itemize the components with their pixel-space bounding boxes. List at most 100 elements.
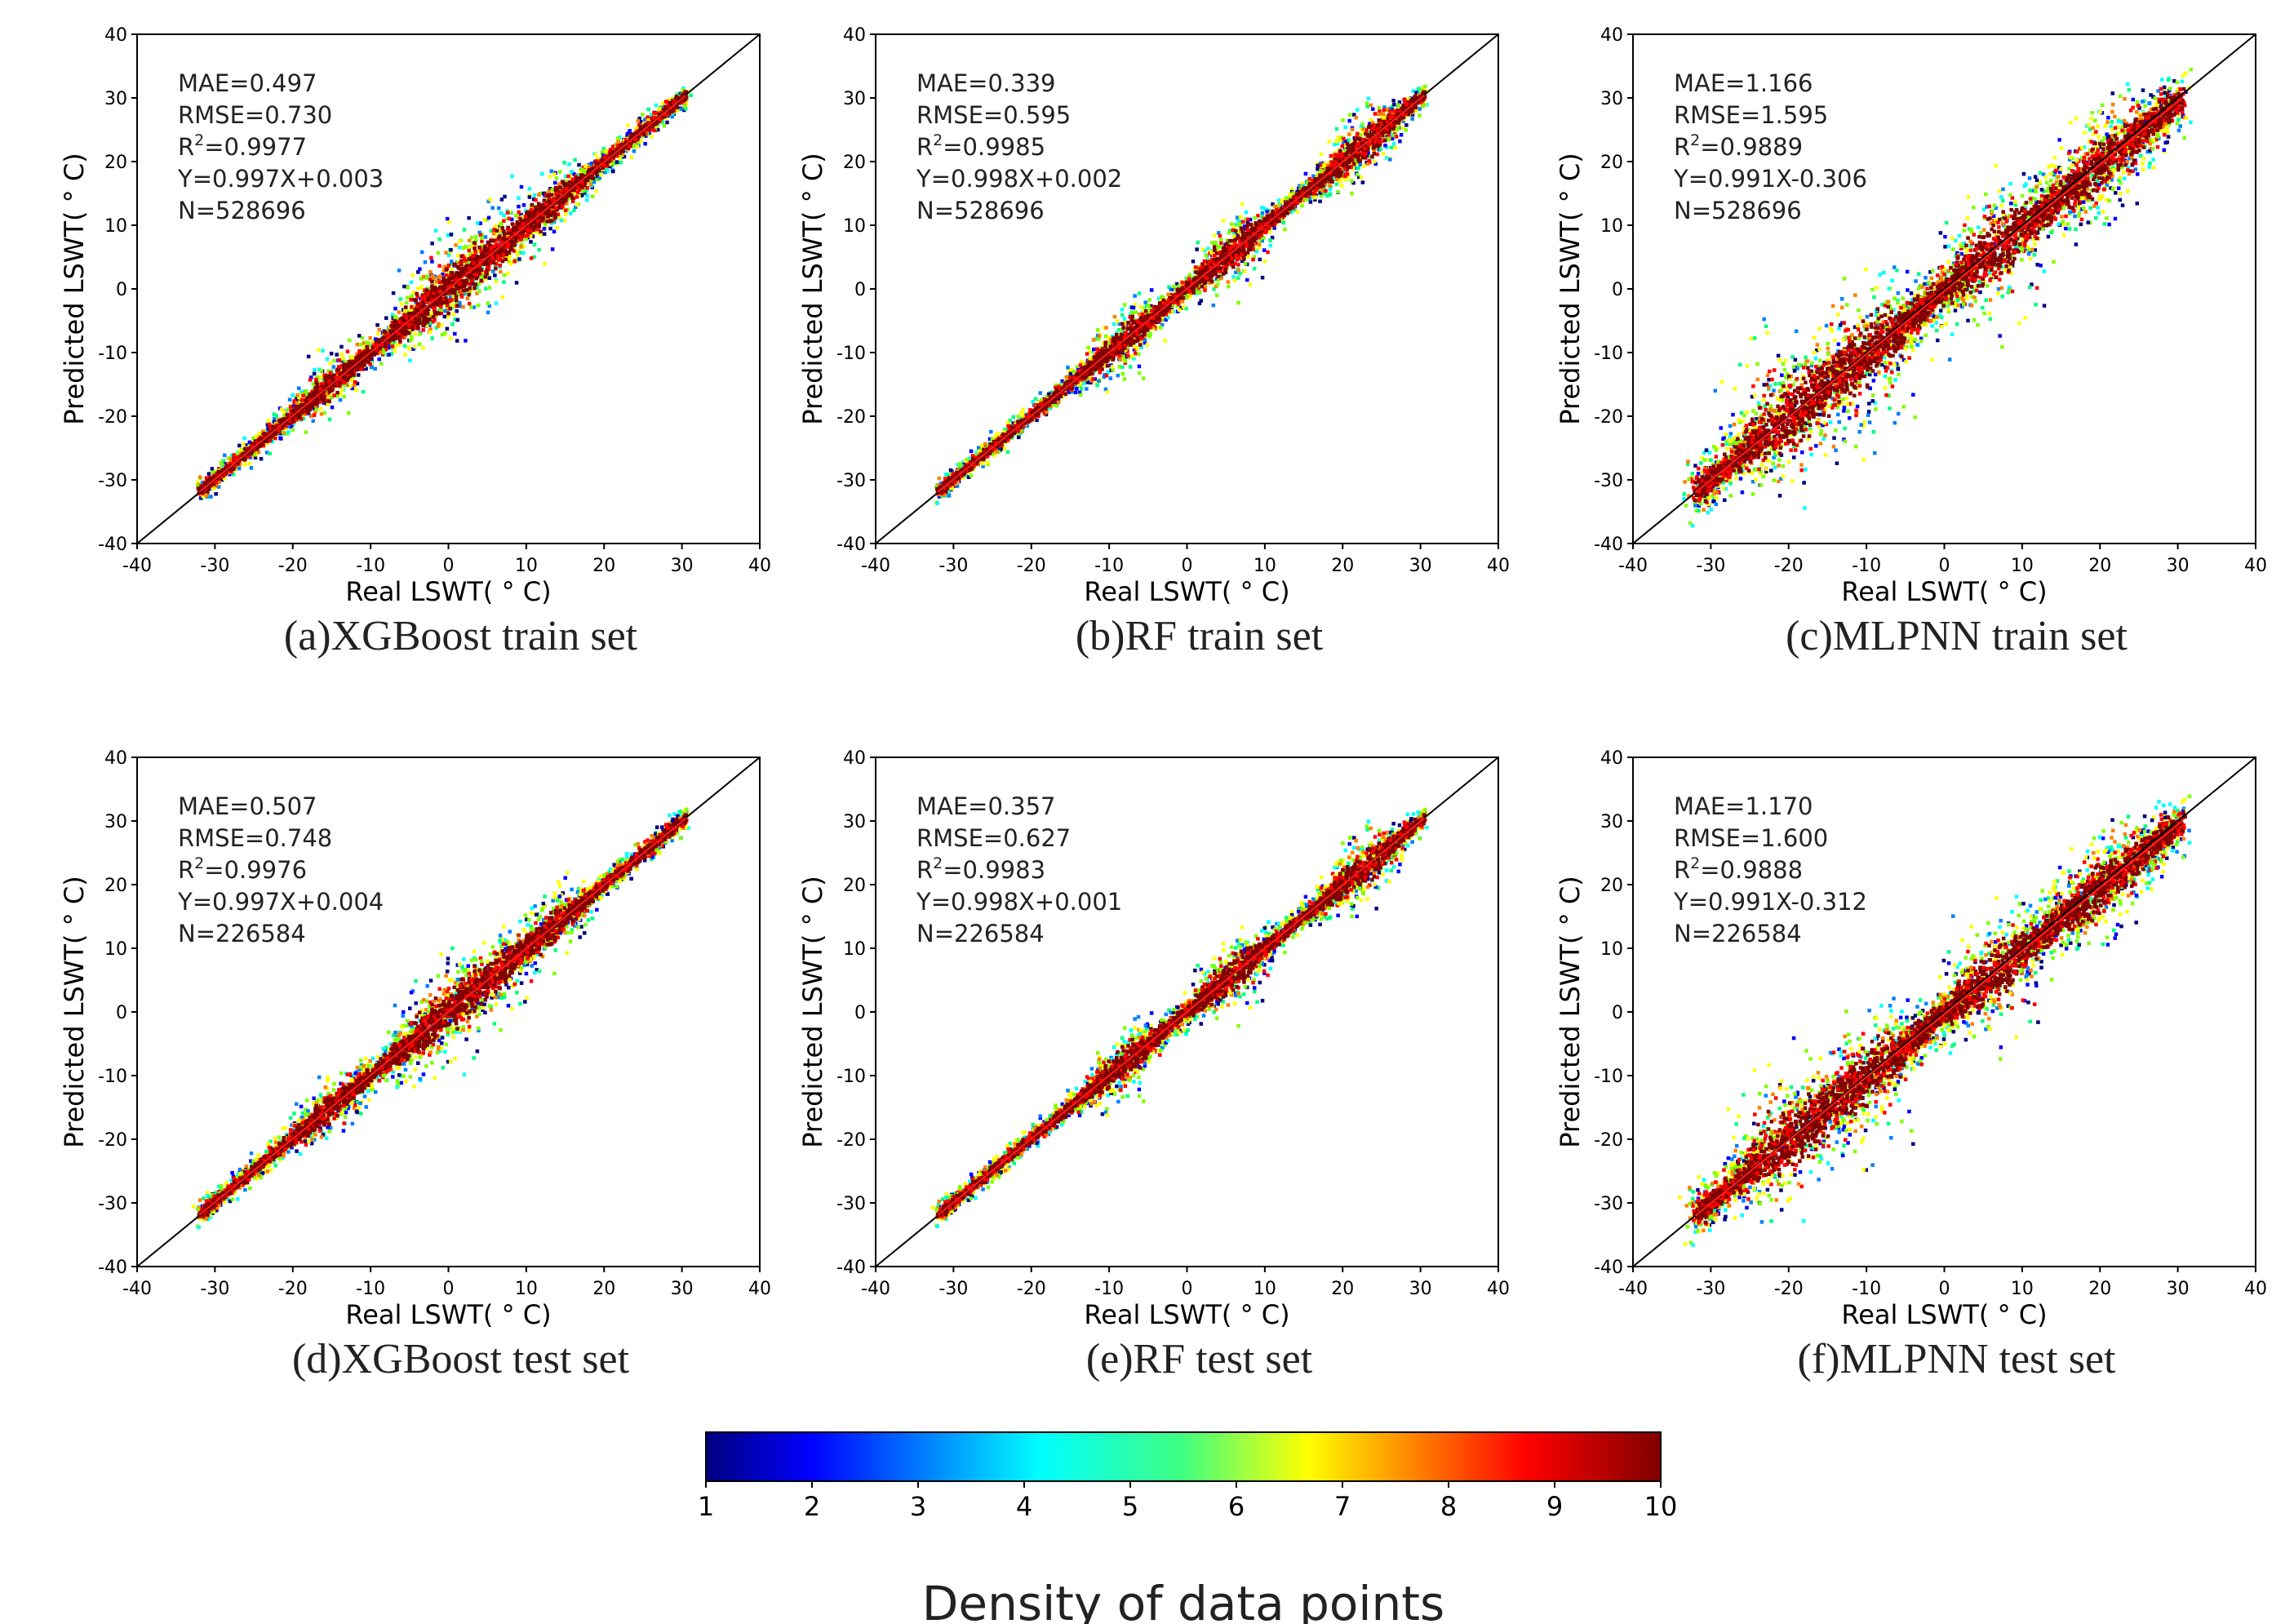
density-cell — [402, 322, 406, 326]
density-cell — [650, 127, 654, 132]
density-cell — [356, 355, 361, 360]
density-cell — [635, 140, 640, 144]
density-cell — [541, 207, 546, 211]
density-cell — [438, 299, 442, 304]
density-cell — [311, 382, 316, 386]
density-cell — [585, 193, 589, 197]
density-cell — [314, 380, 318, 385]
density-cell — [235, 455, 240, 459]
density-cell — [295, 417, 299, 422]
density-cell — [296, 415, 301, 420]
density-cell — [509, 242, 513, 247]
density-cell — [503, 194, 507, 199]
density-cell — [331, 365, 336, 369]
density-cell — [590, 194, 595, 198]
density-cell — [428, 311, 433, 315]
density-cell — [506, 225, 510, 230]
density-cell — [523, 209, 528, 213]
density-cell — [519, 184, 524, 189]
density-cell — [310, 414, 314, 419]
density-cell — [469, 264, 473, 269]
density-cell — [246, 455, 251, 459]
density-cell — [464, 288, 469, 292]
density-cell — [431, 315, 436, 319]
density-cell — [416, 308, 420, 312]
density-cell — [493, 256, 497, 261]
density-cell — [599, 173, 604, 177]
density-cell — [313, 389, 317, 394]
density-cell — [322, 382, 326, 386]
density-cell — [404, 314, 409, 319]
density-cell — [423, 260, 428, 264]
density-cell — [314, 397, 318, 401]
density-cell — [439, 304, 443, 309]
density-cell — [468, 271, 473, 276]
density-cell — [679, 107, 684, 112]
density-cell — [489, 229, 494, 233]
density-cell — [473, 268, 478, 273]
density-cell — [461, 246, 466, 251]
density-cell — [502, 213, 506, 218]
density-cell — [397, 319, 402, 323]
density-cell — [650, 113, 654, 117]
density-cell — [390, 344, 395, 348]
density-cell — [557, 215, 561, 220]
density-cell — [452, 281, 456, 286]
density-cell — [325, 357, 330, 362]
density-cell — [308, 378, 313, 382]
density-cell — [459, 268, 464, 273]
density-cell — [431, 294, 436, 299]
density-cell — [637, 122, 641, 127]
density-cell — [616, 138, 620, 143]
density-cell — [311, 387, 316, 392]
density-cell — [413, 344, 417, 349]
density-cell — [335, 394, 340, 398]
density-cell — [202, 481, 207, 486]
density-cell — [433, 300, 437, 304]
density-cell — [543, 224, 548, 229]
density-cell — [474, 254, 478, 258]
density-cell — [450, 322, 455, 326]
density-cell — [537, 214, 542, 219]
density-cell — [686, 89, 691, 94]
density-cell — [313, 410, 317, 414]
density-cell — [568, 193, 573, 197]
density-cell — [199, 485, 203, 489]
density-cell — [549, 169, 553, 174]
density-cell — [220, 462, 224, 467]
density-cell — [342, 380, 346, 385]
density-cell — [359, 367, 364, 371]
density-cell — [196, 486, 201, 490]
density-cell — [428, 330, 433, 335]
density-cell — [370, 358, 374, 363]
density-cell — [527, 187, 532, 191]
density-cell — [201, 495, 206, 499]
density-cell — [454, 295, 459, 299]
density-cell — [472, 305, 477, 309]
density-cell — [469, 262, 474, 267]
density-cell — [405, 295, 410, 300]
density-cell — [535, 227, 540, 232]
density-cell — [473, 250, 477, 254]
density-cell — [475, 291, 479, 295]
density-cell — [312, 371, 317, 376]
density-cell — [433, 311, 437, 316]
density-cell — [512, 239, 517, 244]
density-cell — [428, 304, 432, 308]
density-cell — [326, 402, 331, 406]
density-cell — [304, 430, 308, 434]
density-cell — [554, 194, 559, 198]
density-cell — [251, 436, 255, 441]
density-cell — [207, 476, 212, 481]
density-cell — [246, 452, 251, 456]
density-cell — [367, 347, 372, 351]
density-cell — [578, 169, 583, 174]
density-cell — [539, 212, 544, 217]
density-cell — [529, 256, 534, 260]
density-cell — [303, 412, 308, 416]
density-cell — [519, 242, 524, 247]
density-cell — [454, 282, 459, 287]
density-cell — [243, 446, 247, 451]
density-cell — [481, 251, 486, 256]
density-cell — [335, 367, 340, 372]
